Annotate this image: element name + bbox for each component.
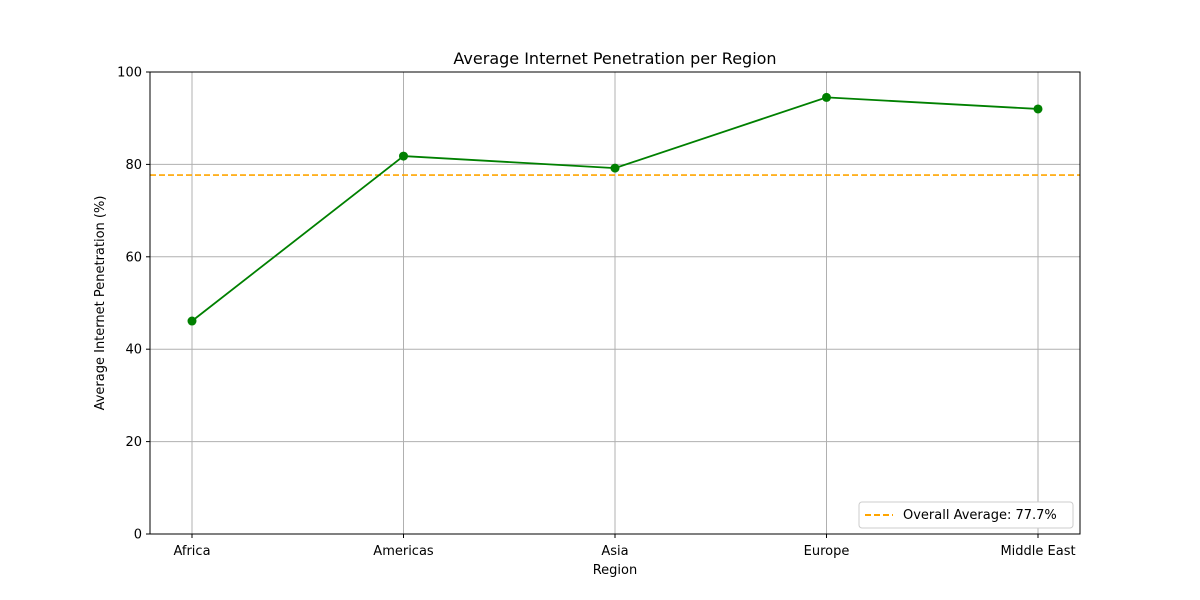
data-point	[399, 151, 408, 161]
legend-box	[858, 501, 1074, 529]
legend: Overall Average: 77.7%	[858, 501, 1074, 529]
y-axis-ticks: 0 20 40 60 80 100	[117, 66, 150, 543]
y-tick-label: 60	[125, 250, 142, 265]
x-tick-label: Asia	[601, 544, 628, 559]
y-axis-label: Average Internet Penetration (%)	[93, 196, 108, 411]
y-tick-label: 100	[117, 66, 142, 81]
y-tick-label: 40	[125, 343, 142, 358]
x-axis-ticks: Africa Americas Asia Europe Middle East	[173, 534, 1076, 559]
data-point	[610, 163, 620, 173]
data-point	[187, 316, 197, 326]
y-tick-label: 20	[125, 435, 142, 450]
y-tick-label: 80	[125, 158, 142, 173]
x-tick-label: Middle East	[1000, 544, 1075, 559]
chart-title: Average Internet Penetration per Region	[453, 49, 776, 68]
legend-label: Overall Average: 77.7%	[903, 508, 1057, 523]
x-tick-label: Americas	[373, 544, 434, 559]
data-point	[822, 92, 831, 102]
x-axis-label: Region	[593, 563, 638, 578]
x-tick-label: Europe	[804, 544, 850, 559]
y-tick-label: 0	[134, 528, 142, 543]
gridlines	[150, 71, 1080, 535]
data-point	[1033, 104, 1043, 114]
series-layer	[187, 92, 1043, 326]
x-tick-label: Africa	[173, 544, 210, 559]
